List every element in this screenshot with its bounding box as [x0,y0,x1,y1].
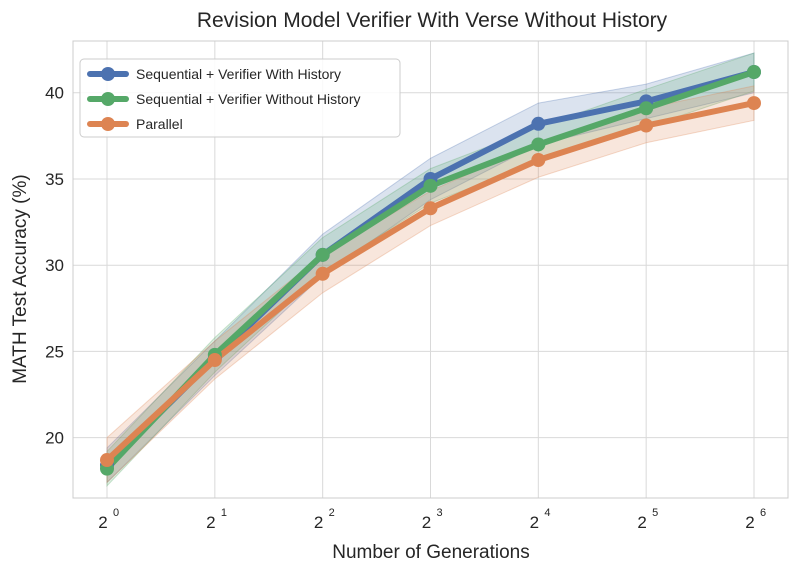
x-tick-exponent: 3 [437,507,443,519]
legend: Sequential + Verifier With History Sequen… [79,58,401,138]
x-tick-base: 2 [637,513,646,532]
data-point [747,96,761,111]
data-point [747,65,761,80]
data-point [315,247,330,262]
data-point [100,453,114,468]
y-axis-ticks: 20 25 30 35 40 [45,84,64,448]
x-tick-base: 2 [314,513,323,532]
series-markers [100,65,761,476]
x-tick-exponent: 2 [329,507,335,519]
legend-label-1: Sequential + Verifier Without History [136,91,361,107]
data-point [423,178,438,193]
legend-label-2: Parallel [136,116,183,132]
plot-frame [72,40,789,499]
data-point [207,353,222,368]
data-point [531,116,546,131]
y-axis-label: MATH Test Accuracy (%) [10,174,31,383]
y-tick-label: 30 [45,256,64,275]
y-tick-label: 25 [45,342,64,361]
chart-title: Revision Model Verifier With Verse Witho… [197,9,668,32]
x-tick-base: 2 [98,513,107,532]
x-tick-exponent: 4 [544,507,550,519]
data-point [531,137,546,152]
legend-marker-1 [101,92,115,106]
data-point [639,118,654,133]
x-tick-exponent: 1 [221,507,227,519]
y-tick-label: 35 [45,170,64,189]
y-tick-label: 40 [45,84,64,103]
legend-label-0: Sequential + Verifier With History [136,66,341,82]
data-point [423,201,438,216]
x-tick-base: 2 [745,513,754,532]
legend-marker-0 [101,67,115,81]
x-tick-base: 2 [422,513,431,532]
legend-marker-2 [101,117,115,131]
x-tick-base: 2 [206,513,215,532]
y-tick-label: 20 [45,429,64,448]
x-tick-exponent: 5 [652,507,658,519]
x-tick-exponent: 6 [760,507,766,519]
x-tick-exponent: 0 [113,507,119,519]
x-tick-base: 2 [530,513,539,532]
data-point [531,152,546,167]
x-axis-label: Number of Generations [332,542,530,563]
legend-box [79,58,401,138]
data-point [315,266,330,281]
data-point [639,101,654,116]
